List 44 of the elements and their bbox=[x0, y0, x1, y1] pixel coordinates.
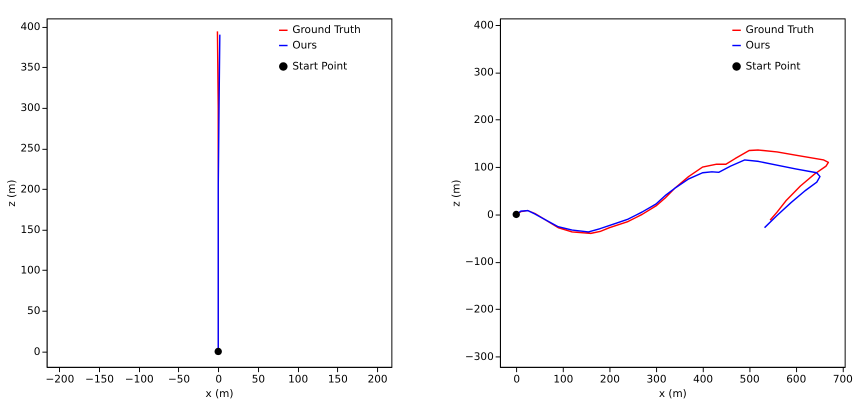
y-tick-label: −200 bbox=[464, 303, 494, 316]
x-tick-label: 600 bbox=[786, 374, 806, 386]
y-tick-label: 0 bbox=[34, 346, 40, 358]
x-tick-label: 200 bbox=[368, 374, 388, 386]
x-tick-label: 0 bbox=[215, 374, 222, 386]
x-axis-title: x (m) bbox=[206, 388, 234, 400]
y-tick-label: 100 bbox=[474, 161, 494, 174]
y-tick-label: 400 bbox=[20, 20, 40, 33]
legend-label: Start Point bbox=[746, 60, 801, 72]
legend-label: Ground Truth bbox=[746, 24, 814, 36]
y-tick-label: 200 bbox=[474, 114, 494, 126]
x-tick-label: −200 bbox=[45, 374, 74, 386]
y-tick-label: 250 bbox=[20, 142, 40, 155]
y-axis-title: z (m) bbox=[450, 180, 462, 207]
y-tick-label: 150 bbox=[20, 224, 40, 236]
y-tick-label: 0 bbox=[487, 208, 494, 221]
x-tick-label: −100 bbox=[124, 374, 154, 386]
x-tick-label: 150 bbox=[328, 374, 348, 386]
x-tick-label: 50 bbox=[252, 374, 266, 386]
x-tick-label: −50 bbox=[168, 374, 190, 386]
legend-label: Ours bbox=[746, 39, 770, 52]
y-tick-label: 50 bbox=[27, 305, 40, 318]
x-tick-label: 0 bbox=[513, 374, 520, 386]
y-tick-label: 300 bbox=[20, 102, 40, 114]
x-tick-label: −150 bbox=[85, 374, 114, 386]
x-tick-label: 500 bbox=[740, 374, 760, 386]
y-axis-title: z (m) bbox=[6, 180, 18, 207]
x-tick-label: 700 bbox=[832, 374, 853, 386]
x-tick-label: 100 bbox=[553, 374, 574, 386]
y-tick-label: −100 bbox=[464, 256, 494, 268]
x-tick-label: 200 bbox=[600, 374, 620, 386]
x-axis-title: x (m) bbox=[658, 388, 687, 400]
y-tick-label: 300 bbox=[474, 66, 494, 79]
y-tick-label: 100 bbox=[20, 264, 40, 277]
x-tick-label: 300 bbox=[646, 374, 666, 386]
y-tick-label: 200 bbox=[20, 183, 40, 196]
y-tick-label: −300 bbox=[464, 350, 494, 363]
legend-label: Ground Truth bbox=[292, 24, 361, 36]
legend-label: Ours bbox=[292, 39, 317, 52]
y-tick-label: 400 bbox=[474, 19, 494, 32]
y-tick-label: 350 bbox=[20, 61, 40, 74]
x-tick-label: 400 bbox=[693, 374, 714, 386]
legend-label: Start Point bbox=[292, 60, 348, 72]
x-tick-label: 100 bbox=[288, 374, 308, 386]
